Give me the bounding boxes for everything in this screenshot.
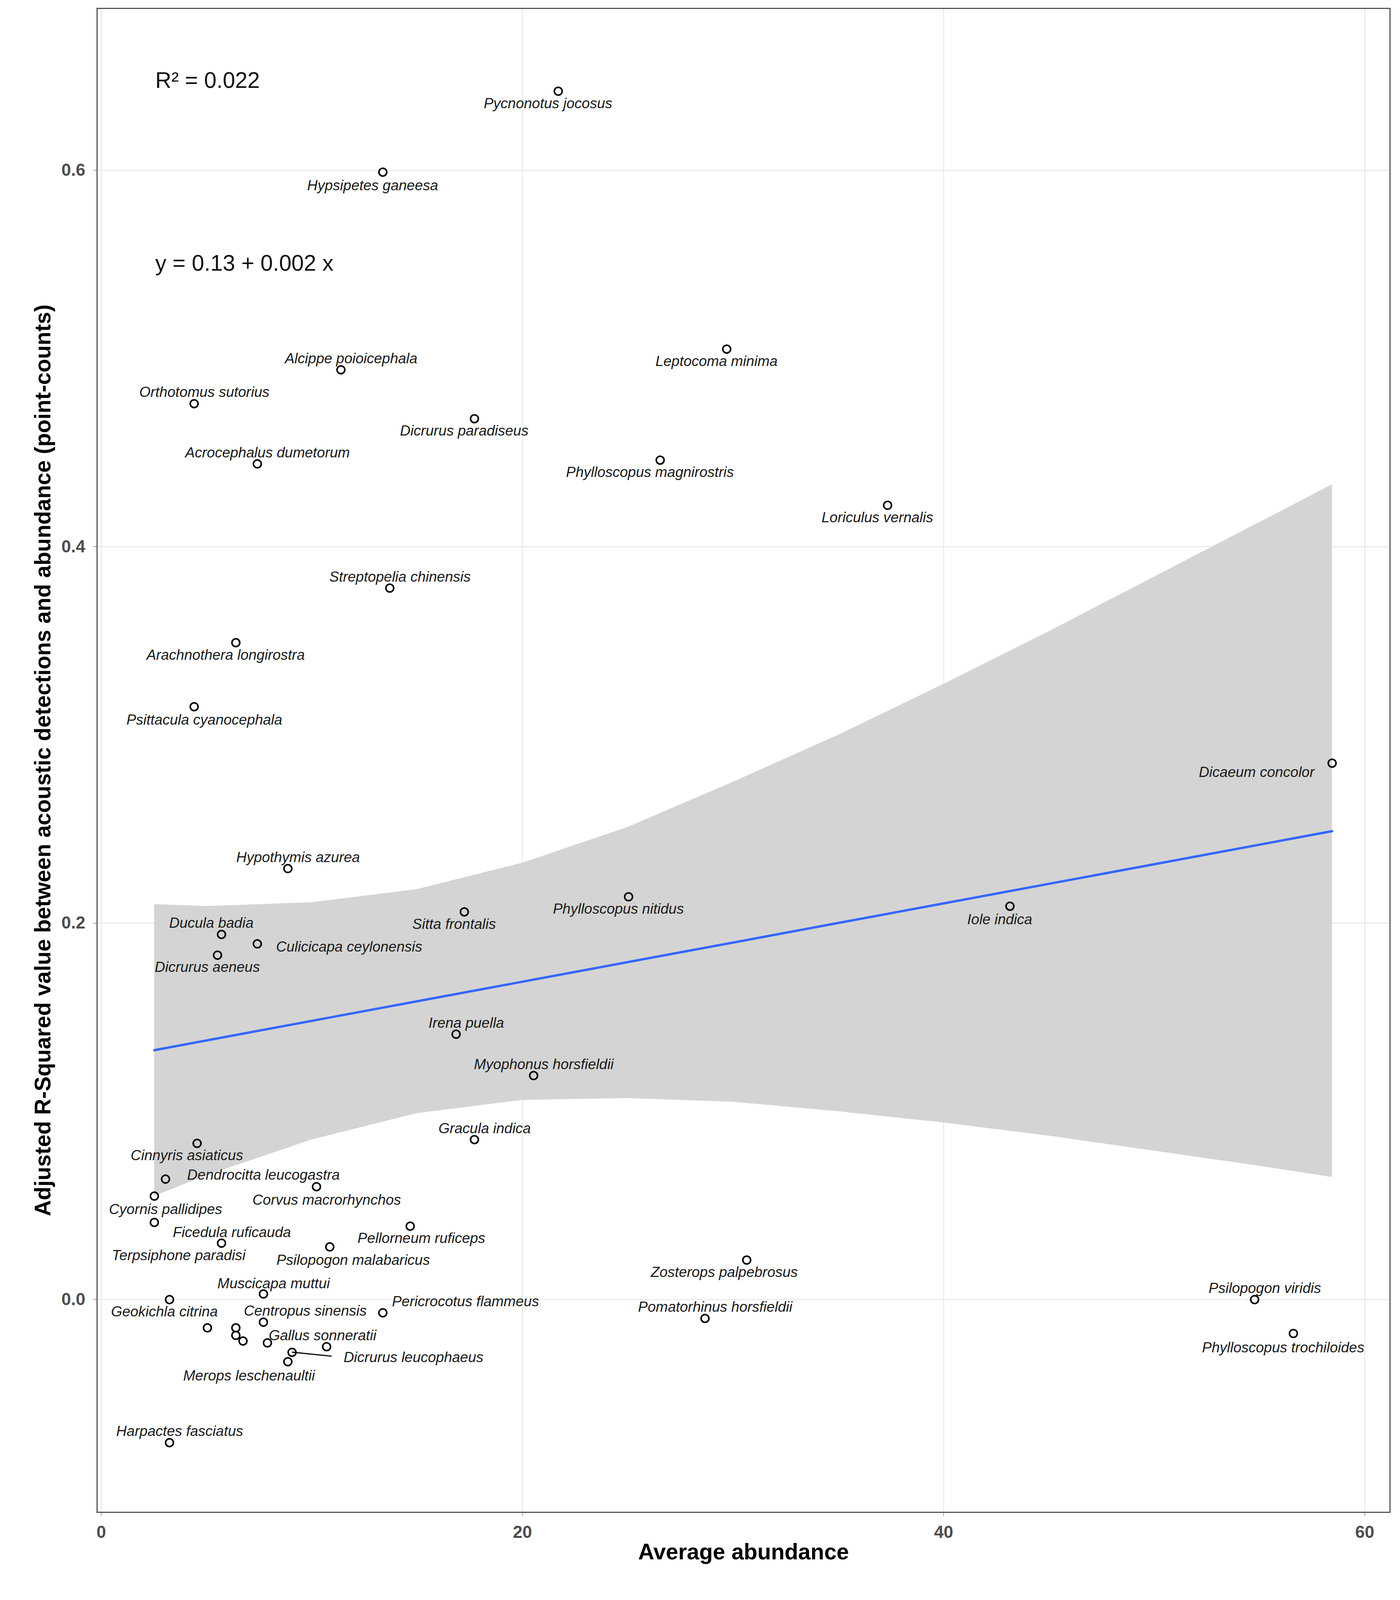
svg-text:0: 0 [96,1522,106,1542]
svg-text:Pericrocotus flammeus: Pericrocotus flammeus [391,1293,539,1310]
svg-text:Phylloscopus magnirostris: Phylloscopus magnirostris [566,464,734,481]
svg-text:Corvus macrorhynchos: Corvus macrorhynchos [252,1191,401,1208]
svg-text:Phylloscopus trochiloides: Phylloscopus trochiloides [1201,1339,1365,1356]
svg-text:Cinnyris asiaticus: Cinnyris asiaticus [130,1147,244,1164]
svg-text:Gallus sonneratii: Gallus sonneratii [268,1327,377,1344]
svg-text:Dicrurus paradiseus: Dicrurus paradiseus [400,422,529,439]
svg-text:Dicaeum concolor: Dicaeum concolor [1198,764,1316,781]
svg-text:0.2: 0.2 [61,912,86,933]
svg-text:40: 40 [933,1522,954,1542]
svg-text:Dicrurus aeneus: Dicrurus aeneus [154,958,260,975]
svg-text:y = 0.13 + 0.002 x: y = 0.13 + 0.002 x [155,250,334,276]
svg-text:Centropus sinensis: Centropus sinensis [243,1302,367,1319]
svg-text:Merops leschenaultii: Merops leschenaultii [183,1367,316,1384]
svg-text:Psittacula cyanocephala: Psittacula cyanocephala [126,711,283,728]
svg-text:Dendrocitta leucogastra: Dendrocitta leucogastra [187,1166,340,1183]
svg-text:Hypsipetes ganeesa: Hypsipetes ganeesa [307,177,438,194]
svg-text:60: 60 [1355,1522,1375,1542]
svg-text:Myophonus horsfieldii: Myophonus horsfieldii [473,1056,615,1073]
svg-text:Loriculus vernalis: Loriculus vernalis [821,509,934,526]
svg-text:Average abundance: Average abundance [638,1539,850,1565]
svg-text:Psilopogon malabaricus: Psilopogon malabaricus [276,1251,431,1268]
svg-text:0.6: 0.6 [61,160,86,180]
svg-text:Orthotomus sutorius: Orthotomus sutorius [139,383,270,400]
svg-text:Alcippe poioicephala: Alcippe poioicephala [283,350,418,367]
svg-text:0.4: 0.4 [61,536,86,556]
svg-text:Gracula indica: Gracula indica [438,1120,531,1137]
svg-text:Leptocoma minima: Leptocoma minima [655,353,778,370]
svg-text:0.0: 0.0 [61,1289,86,1309]
svg-text:Pomatorhinus horsfieldii: Pomatorhinus horsfieldii [638,1298,794,1315]
svg-text:Muscicapa muttui: Muscicapa muttui [217,1275,331,1292]
svg-text:Culicicapa ceylonensis: Culicicapa ceylonensis [276,938,423,955]
svg-text:Phylloscopus nitidus: Phylloscopus nitidus [552,900,684,917]
svg-text:Iole indica: Iole indica [967,911,1033,928]
svg-text:Acrocephalus dumetorum: Acrocephalus dumetorum [184,444,350,461]
svg-text:Ficedula ruficauda: Ficedula ruficauda [172,1224,291,1241]
svg-text:Hypothymis azurea: Hypothymis azurea [236,849,361,866]
svg-text:Ducula badia: Ducula badia [169,914,254,931]
svg-text:Cyornis pallidipes: Cyornis pallidipes [108,1201,223,1218]
svg-text:R² = 0.022: R² = 0.022 [155,67,261,93]
svg-text:Zosterops palpebrosus: Zosterops palpebrosus [650,1264,798,1281]
svg-text:Geokichla citrina: Geokichla citrina [110,1303,218,1320]
svg-text:Arachnothera longirostra: Arachnothera longirostra [145,646,305,663]
svg-text:Irena puella: Irena puella [428,1014,504,1031]
svg-text:Streptopelia chinensis: Streptopelia chinensis [329,568,471,585]
svg-text:Pellorneum ruficeps: Pellorneum ruficeps [357,1230,486,1247]
svg-text:Terpsiphone paradisi: Terpsiphone paradisi [111,1247,247,1264]
svg-text:Pycnonotus jocosus: Pycnonotus jocosus [483,95,613,112]
svg-text:20: 20 [512,1522,533,1542]
svg-text:Sitta frontalis: Sitta frontalis [412,916,497,933]
svg-text:Psilopogon viridis: Psilopogon viridis [1208,1280,1322,1297]
svg-text:Dicrurus leucophaeus: Dicrurus leucophaeus [343,1349,484,1366]
svg-text:Harpactes fasciatus: Harpactes fasciatus [116,1423,244,1440]
svg-text:Adjusted R-Squared value betwe: Adjusted R-Squared value between acousti… [30,304,56,1217]
